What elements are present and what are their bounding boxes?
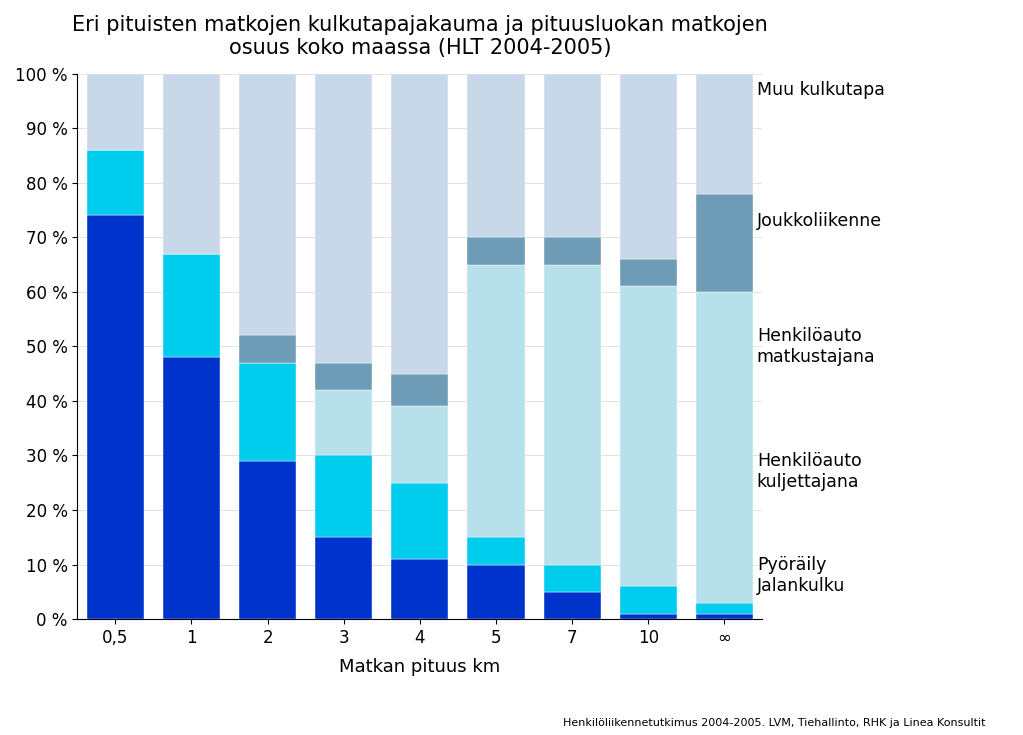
Bar xyxy=(315,390,372,456)
Bar xyxy=(239,74,296,335)
Text: Joukkoliikenne: Joukkoliikenne xyxy=(757,212,882,230)
Bar xyxy=(468,265,525,537)
Text: Muu kulkutapa: Muu kulkutapa xyxy=(757,81,885,99)
Bar xyxy=(620,587,677,614)
Bar xyxy=(696,74,753,193)
Bar xyxy=(163,74,220,254)
Bar xyxy=(392,373,448,406)
Bar xyxy=(392,74,448,373)
Bar xyxy=(87,74,144,150)
Bar xyxy=(620,259,677,287)
Bar xyxy=(392,483,448,559)
Bar xyxy=(392,559,448,619)
Bar xyxy=(696,292,753,603)
X-axis label: Matkan pituus km: Matkan pituus km xyxy=(340,658,500,676)
Bar xyxy=(543,592,601,619)
Text: Pyöräily
Jalankulku: Pyöräily Jalankulku xyxy=(757,556,845,595)
Bar xyxy=(543,564,601,592)
Bar xyxy=(392,406,448,483)
Title: Eri pituisten matkojen kulkutapajakauma ja pituusluokan matkojen
osuus koko maas: Eri pituisten matkojen kulkutapajakauma … xyxy=(72,15,767,58)
Bar xyxy=(696,614,753,619)
Bar xyxy=(543,265,601,564)
Bar xyxy=(87,215,144,619)
Bar xyxy=(468,537,525,564)
Bar xyxy=(239,335,296,362)
Bar xyxy=(543,237,601,265)
Bar xyxy=(696,193,753,292)
Text: Henkilöauto
kuljettajana: Henkilöauto kuljettajana xyxy=(757,453,861,491)
Bar xyxy=(239,461,296,619)
Bar xyxy=(163,254,220,357)
Bar xyxy=(620,74,677,259)
Bar xyxy=(468,74,525,237)
Text: Henkilöauto
matkustajana: Henkilöauto matkustajana xyxy=(757,327,876,366)
Bar xyxy=(620,287,677,587)
Bar xyxy=(239,362,296,461)
Bar xyxy=(315,537,372,619)
Bar xyxy=(543,74,601,237)
Bar xyxy=(315,456,372,537)
Bar xyxy=(87,150,144,215)
Bar xyxy=(468,237,525,265)
Bar xyxy=(315,74,372,362)
Bar xyxy=(468,564,525,619)
Bar xyxy=(620,614,677,619)
Bar xyxy=(163,357,220,619)
Text: Henkilöliikennetutkimus 2004-2005. LVM, Tiehallinto, RHK ja Linea Konsultit: Henkilöliikennetutkimus 2004-2005. LVM, … xyxy=(563,717,985,728)
Bar xyxy=(315,362,372,390)
Bar xyxy=(696,603,753,614)
